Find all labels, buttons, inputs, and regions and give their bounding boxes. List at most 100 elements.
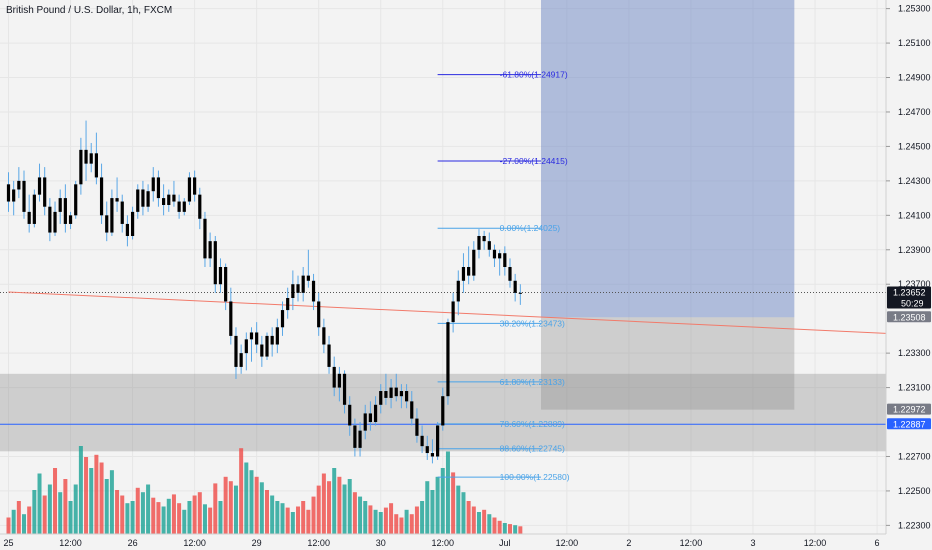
candle-body <box>79 149 83 185</box>
time-axis-panel[interactable] <box>0 534 932 550</box>
volume-bar <box>166 498 171 534</box>
candle-body <box>162 198 166 205</box>
candle-body <box>358 430 362 448</box>
fib-label: 78.60%(1.22889) <box>500 419 565 429</box>
price-badge-label: 1.22972 <box>893 405 926 415</box>
time-tick-label: 12:00 <box>556 538 579 548</box>
candle-body <box>115 198 119 202</box>
volume-bar <box>342 484 347 534</box>
volume-bar <box>373 509 378 534</box>
volume-bar <box>285 507 290 534</box>
price-tick-label: 1.24100 <box>898 210 931 220</box>
price-badge <box>887 311 931 323</box>
volume-bar <box>404 509 409 534</box>
candle-body <box>58 198 62 212</box>
candle-body <box>498 253 502 259</box>
candle-body <box>327 344 331 367</box>
candle-body <box>68 215 73 224</box>
fib-label: 61.80%(1.23133) <box>500 377 565 387</box>
candle-body <box>48 206 52 233</box>
candle-body <box>6 184 11 202</box>
volume-bar <box>301 501 306 534</box>
price-tick-label: 1.24900 <box>898 73 931 83</box>
candle-body <box>399 391 404 397</box>
candle-body <box>182 201 186 212</box>
volume-bar <box>78 446 83 534</box>
candle-body <box>22 180 26 212</box>
volume-bar <box>389 503 394 534</box>
fib-label: -27.00%(1.24415) <box>500 156 568 166</box>
volume-bars <box>6 446 523 534</box>
candle-body <box>456 280 460 302</box>
candle-body <box>477 235 481 250</box>
candle-body <box>472 249 476 276</box>
volume-bar <box>507 524 512 534</box>
volume-bar <box>352 492 357 534</box>
volume-bar <box>94 454 99 534</box>
volume-bar <box>332 468 337 534</box>
candle-body <box>446 322 450 397</box>
volume-bar <box>487 514 492 534</box>
volume-bar <box>84 457 89 534</box>
price-tick-label: 1.25100 <box>898 38 931 48</box>
candle-body <box>255 332 259 345</box>
candle-body <box>286 298 290 311</box>
candles <box>6 120 522 464</box>
price-badge-label: 1.23508 <box>893 312 926 322</box>
candle-body <box>53 211 57 233</box>
volume-bar <box>440 468 445 534</box>
candle-body <box>244 339 248 354</box>
candle-body <box>373 404 378 423</box>
volume-bar <box>451 472 456 534</box>
price-tick-label: 1.24500 <box>898 141 931 151</box>
candle-body <box>94 153 98 178</box>
candle-body <box>296 284 300 293</box>
volume-bar <box>471 506 476 534</box>
volume-bar <box>399 517 404 534</box>
candle-body <box>306 275 310 281</box>
volume-bar <box>6 517 11 534</box>
volume-bar <box>16 501 21 534</box>
candle-body <box>146 191 150 207</box>
candle-body <box>151 177 155 192</box>
candle-body <box>172 194 176 202</box>
price-badge-label: 1.22887 <box>893 419 926 429</box>
position-stop <box>541 317 795 410</box>
price-tick-label: 1.23100 <box>898 383 931 393</box>
candle-body <box>410 401 414 419</box>
price-tick-label: 1.23300 <box>898 348 931 358</box>
candle-body <box>389 387 393 398</box>
volume-bar <box>53 468 58 534</box>
volume-bar <box>182 509 187 534</box>
volume-bar <box>347 479 352 534</box>
volume-bar <box>125 503 130 534</box>
volume-bar <box>130 501 135 534</box>
volume-bar <box>202 504 207 534</box>
volume-bar <box>109 470 114 534</box>
volume-bar <box>358 496 363 534</box>
candle-body <box>508 267 512 281</box>
time-tick-label: 29 <box>252 538 262 548</box>
candle-body <box>384 391 388 398</box>
position-target <box>541 0 795 318</box>
price-badge <box>887 403 931 415</box>
volume-bar <box>47 484 52 534</box>
volume-bar <box>68 501 73 534</box>
volume-bar <box>435 476 440 534</box>
price-axis-panel[interactable] <box>886 0 932 534</box>
volume-bar <box>306 509 311 534</box>
candle-body <box>275 327 279 345</box>
candle-body <box>363 413 367 431</box>
candle-body <box>317 301 321 328</box>
candle-body <box>260 344 264 357</box>
candle-body <box>482 235 486 242</box>
candle-body <box>37 177 42 195</box>
volume-bar <box>192 495 197 534</box>
volume-bar <box>327 481 332 534</box>
volume-bar <box>425 481 430 534</box>
time-tick-label: 12:00 <box>307 538 330 548</box>
volume-bar <box>420 501 425 534</box>
volume-bar <box>249 470 254 534</box>
candle-body <box>136 189 140 212</box>
